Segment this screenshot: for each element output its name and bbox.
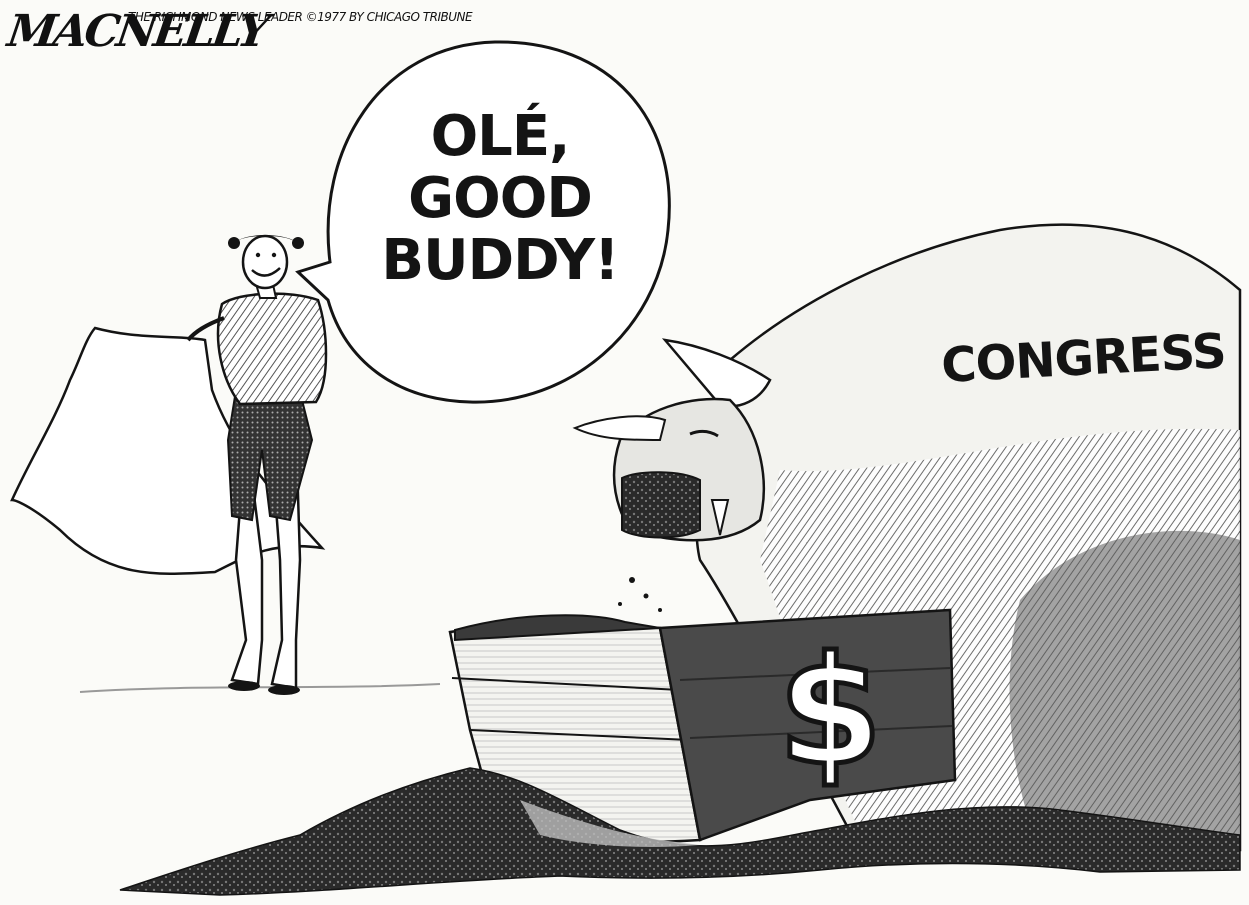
speech-line: BUDDY!	[381, 228, 619, 293]
speech-line: OLÉ,	[430, 104, 571, 169]
trough-dollar-sign: $	[775, 625, 884, 799]
ground-line	[79, 683, 441, 693]
mud-pile	[119, 767, 1241, 896]
speech-balloon	[295, 40, 671, 404]
mud-highlight	[520, 800, 700, 847]
copyright-credit: The Richmond News Leader ©1977 by Chicag…	[128, 10, 473, 24]
speech-balloon-text: OLÉ, GOOD BUDDY!	[350, 106, 650, 292]
speech-line: GOOD	[408, 166, 593, 231]
matador-figure	[10, 234, 328, 695]
